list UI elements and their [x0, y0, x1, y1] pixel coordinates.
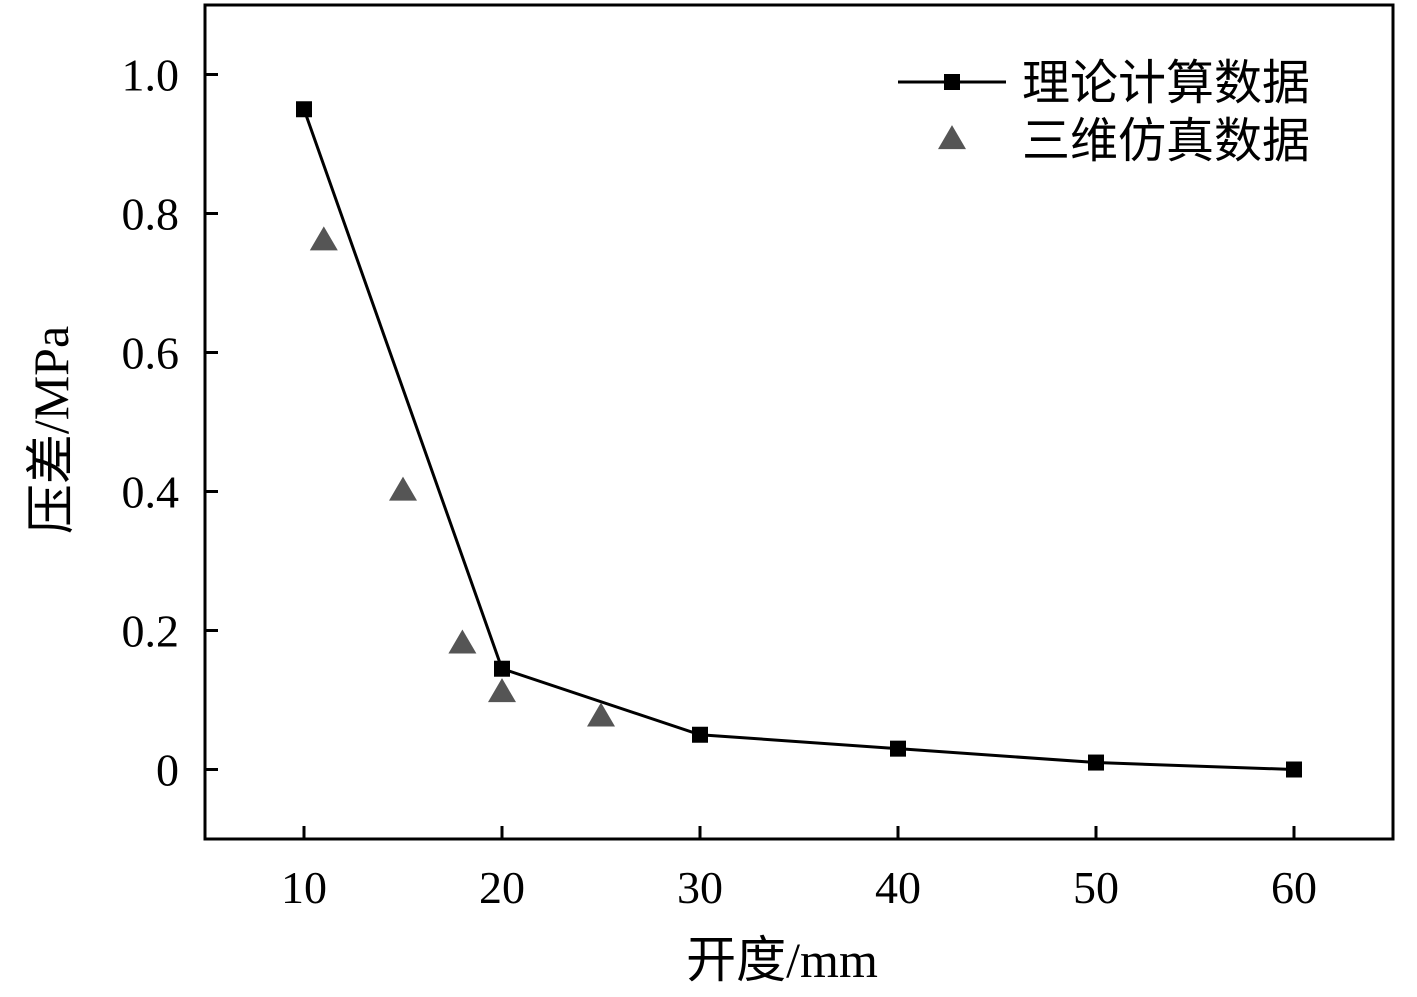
- x-axis-title: 开度/mm: [686, 932, 878, 988]
- y-tick-label: 0.8: [122, 189, 180, 240]
- y-tick-label: 1.0: [122, 50, 180, 101]
- series-1-point: [1286, 761, 1302, 778]
- y-tick-label: 0.4: [122, 467, 180, 518]
- series-1: [296, 101, 1302, 778]
- plot-frame: [203, 3, 1395, 841]
- series-1-point: [692, 726, 708, 743]
- y-tick-label: 0: [156, 745, 179, 796]
- series-2-point: [587, 702, 615, 727]
- y-axis-title: 压差/MPa: [23, 326, 79, 534]
- series-2-point: [389, 476, 417, 501]
- series-2-point: [309, 226, 338, 251]
- series-1-line: [302, 108, 1295, 771]
- series-1-point: [296, 101, 312, 118]
- series-2-point: [488, 678, 516, 703]
- series-layer: [296, 101, 1302, 778]
- series-1-point: [890, 740, 906, 757]
- series-2-point: [448, 629, 477, 654]
- x-axis-ticks: 10 20 30 40 50 60: [281, 826, 1317, 913]
- y-axis-ticks: 0 0.2 0.4 0.6 0.8 1.0: [122, 50, 218, 796]
- y-tick-label: 0.2: [122, 606, 180, 657]
- legend-marker: [938, 125, 966, 150]
- x-tick-label: 30: [677, 862, 723, 913]
- series-1-point: [1088, 754, 1104, 771]
- series-1-point: [494, 660, 510, 677]
- x-tick-label: 60: [1271, 862, 1317, 913]
- x-tick-label: 20: [479, 862, 525, 913]
- series-2: [309, 226, 615, 727]
- x-tick-label: 40: [875, 862, 921, 913]
- legend-label: 理论计算数据: [1022, 57, 1310, 110]
- x-tick-label: 10: [281, 862, 327, 913]
- legend-label: 三维仿真数据: [1022, 115, 1310, 168]
- legend-marker: [944, 74, 960, 90]
- x-tick-label: 50: [1073, 862, 1119, 913]
- y-tick-label: 0.6: [122, 328, 180, 379]
